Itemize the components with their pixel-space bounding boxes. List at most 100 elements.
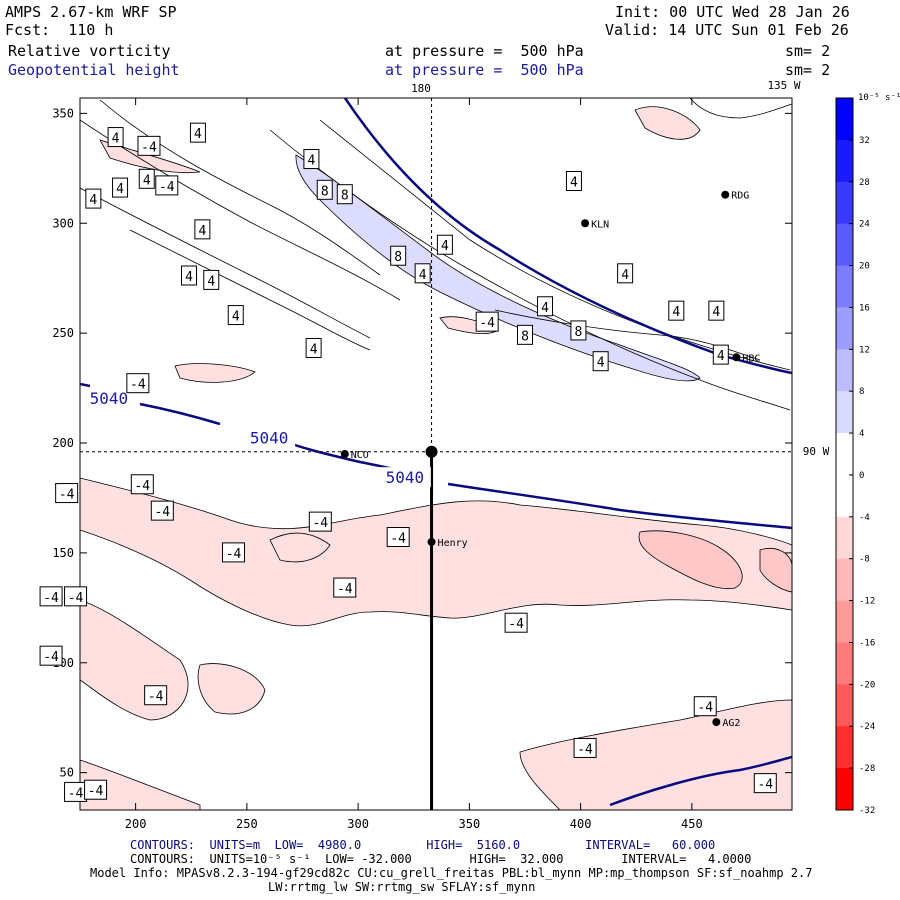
- vorticity-label: 4: [207, 274, 215, 289]
- colorbar-swatch: [836, 349, 853, 392]
- x-tick-label: 450: [681, 817, 703, 831]
- vorticity-label: 8: [341, 189, 349, 204]
- height-contour: [447, 482, 792, 530]
- vorticity-label: -4: [312, 516, 328, 531]
- vorticity-label-box: [712, 344, 729, 365]
- field2-level: at pressure = 500 hPa: [385, 61, 584, 79]
- vorticity-label-box: [126, 373, 150, 394]
- colorbar-swatch: [836, 98, 853, 141]
- vorticity-label: 4: [570, 176, 578, 191]
- vorticity-label: 4: [419, 268, 427, 283]
- vorticity-label: 4: [143, 173, 151, 188]
- colorbar: 32 28 24 20 16 12 8 4 0 -4 -8 -12 -16 -20 -24 -28 -32: [835, 97, 875, 816]
- colorbar-swatch: [836, 139, 853, 183]
- y-tick-label: 250: [52, 326, 74, 340]
- vorticity-label-box: [84, 779, 108, 800]
- negative-patch: [634, 106, 701, 140]
- vorticity-label-box: [592, 351, 609, 372]
- height-contour: [139, 402, 221, 426]
- colorbar-swatch: [836, 307, 853, 350]
- vorticity-label: -4: [226, 547, 242, 562]
- height-contour: [80, 382, 91, 388]
- x-tick-label: 350: [459, 817, 481, 831]
- colorbar-tick-label: -8: [859, 555, 870, 565]
- vorticity-label: -4: [134, 479, 150, 494]
- vorticity-label-box: [436, 234, 453, 255]
- colorbar-swatch: [836, 726, 853, 769]
- y-tick-label: 350: [52, 106, 74, 120]
- y-tick-label: 50: [60, 766, 74, 780]
- station-marker: [712, 718, 721, 727]
- vorticity-label-box: [222, 542, 246, 563]
- colorbar-tick-label: 16: [859, 303, 870, 313]
- y-tick-label: 200: [52, 436, 74, 450]
- vorticity-label: 4: [310, 343, 318, 358]
- model-info: Model Info: MPASv8.2.3-194-gf29cd82c CU:…: [90, 866, 813, 880]
- vorticity-label: 8: [574, 325, 582, 340]
- x-tick-label: 200: [125, 817, 147, 831]
- vorticity-label: -4: [697, 701, 713, 716]
- colorbar-tick-label: -4: [859, 513, 870, 523]
- right-lat-label: 90 W: [803, 445, 830, 458]
- vorticity-label: 4: [307, 154, 315, 169]
- height-labels: 5040 5040 5040: [82, 388, 431, 488]
- vorticity-label: 4: [441, 239, 449, 254]
- negative-patch: [197, 663, 266, 715]
- vorticity-label-box: [85, 188, 102, 209]
- vorticity-label-box: [305, 338, 322, 359]
- vorticity-label: 4: [597, 356, 605, 371]
- height-contour: [609, 755, 792, 807]
- vorticity-label-box: [617, 263, 634, 284]
- vorticity-label-box: [189, 122, 206, 143]
- colorbar-swatch: [836, 433, 853, 476]
- vorticity-label-box: [336, 184, 353, 205]
- negative-patch: [174, 363, 256, 383]
- colorbar-swatch: [836, 181, 853, 225]
- vorticity-label-box: [668, 300, 685, 321]
- vorticity-label: 4: [232, 310, 240, 325]
- station-label: AG2: [722, 718, 740, 729]
- vorticity-label-box: [155, 175, 179, 196]
- height-label-bg: [243, 427, 296, 448]
- forecast-hour: Fcst: 110 h: [5, 21, 114, 39]
- height-label-bg: [378, 467, 431, 488]
- vorticity-label: -4: [43, 650, 59, 665]
- station-label: HBC: [742, 353, 760, 364]
- plot-frame: [79, 97, 793, 811]
- height-label: 5040: [386, 468, 425, 487]
- vorticity-label-box: [137, 135, 161, 156]
- vorticity-label-box: [504, 612, 528, 633]
- field1-name: Relative vorticity: [8, 42, 171, 60]
- vorticity-label-box: [333, 577, 357, 598]
- vorticity-label-box: [414, 263, 431, 284]
- vorticity-label: 8: [321, 184, 329, 199]
- colorbar-swatch: [836, 558, 853, 602]
- colorbar-tick-label: 24: [859, 220, 870, 230]
- height-label: 5040: [250, 429, 289, 448]
- height-label-bg: [82, 388, 135, 409]
- valid-time: Valid: 14 UTC Sun 01 Feb 26: [605, 21, 849, 39]
- vorticity-label-box: [753, 773, 777, 794]
- y-tick-label: 300: [52, 216, 74, 230]
- vorticity-label: -4: [154, 505, 170, 520]
- colorbar-tick-label: 20: [859, 262, 870, 272]
- vorticity-label-box: [150, 500, 174, 521]
- stronger-negative-patch: [638, 530, 743, 590]
- colorbar-tick-label: -20: [859, 680, 875, 690]
- top-right-label: 135 W: [767, 79, 800, 92]
- station-label: RDG: [731, 191, 749, 202]
- vorticity-contour: [689, 98, 792, 119]
- vorticity-label: 4: [198, 224, 206, 239]
- vorticity-label: 4: [116, 182, 124, 197]
- colorbar-swatch: [836, 600, 853, 643]
- vorticity-label: -4: [390, 532, 406, 547]
- vorticity-label-box: [573, 737, 597, 758]
- colorbar-tick-label: -32: [859, 806, 875, 816]
- vorticity-label-box: [39, 645, 63, 666]
- vorticity-label-box: [537, 296, 554, 317]
- colorbar-swatch: [836, 223, 853, 267]
- station-marker: [427, 537, 436, 546]
- vorticity-label: -4: [141, 140, 157, 155]
